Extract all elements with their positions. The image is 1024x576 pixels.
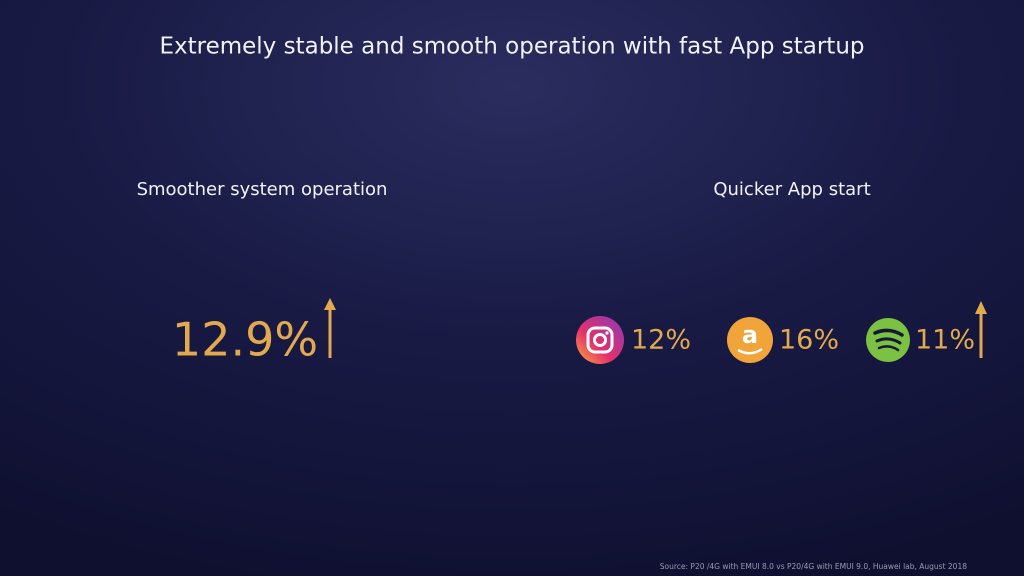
instagram-icon xyxy=(576,316,624,364)
amazon-icon: a xyxy=(727,317,773,363)
spotify-icon xyxy=(866,318,910,362)
left-value: 12.9% xyxy=(172,313,318,367)
app-value: 16% xyxy=(779,325,839,356)
up-arrow xyxy=(975,301,987,358)
source-note: Source: P20 /4G with EMUI 8.0 vs P20/4G … xyxy=(660,562,967,571)
slide-title: Extremely stable and smooth operation wi… xyxy=(159,34,864,60)
left-heading: Smoother system operation xyxy=(137,179,388,200)
svg-text:a: a xyxy=(742,321,758,349)
app-value: 12% xyxy=(631,325,691,356)
up-arrow xyxy=(324,298,336,358)
app-value: 11% xyxy=(915,325,975,356)
right-heading: Quicker App start xyxy=(713,179,870,200)
